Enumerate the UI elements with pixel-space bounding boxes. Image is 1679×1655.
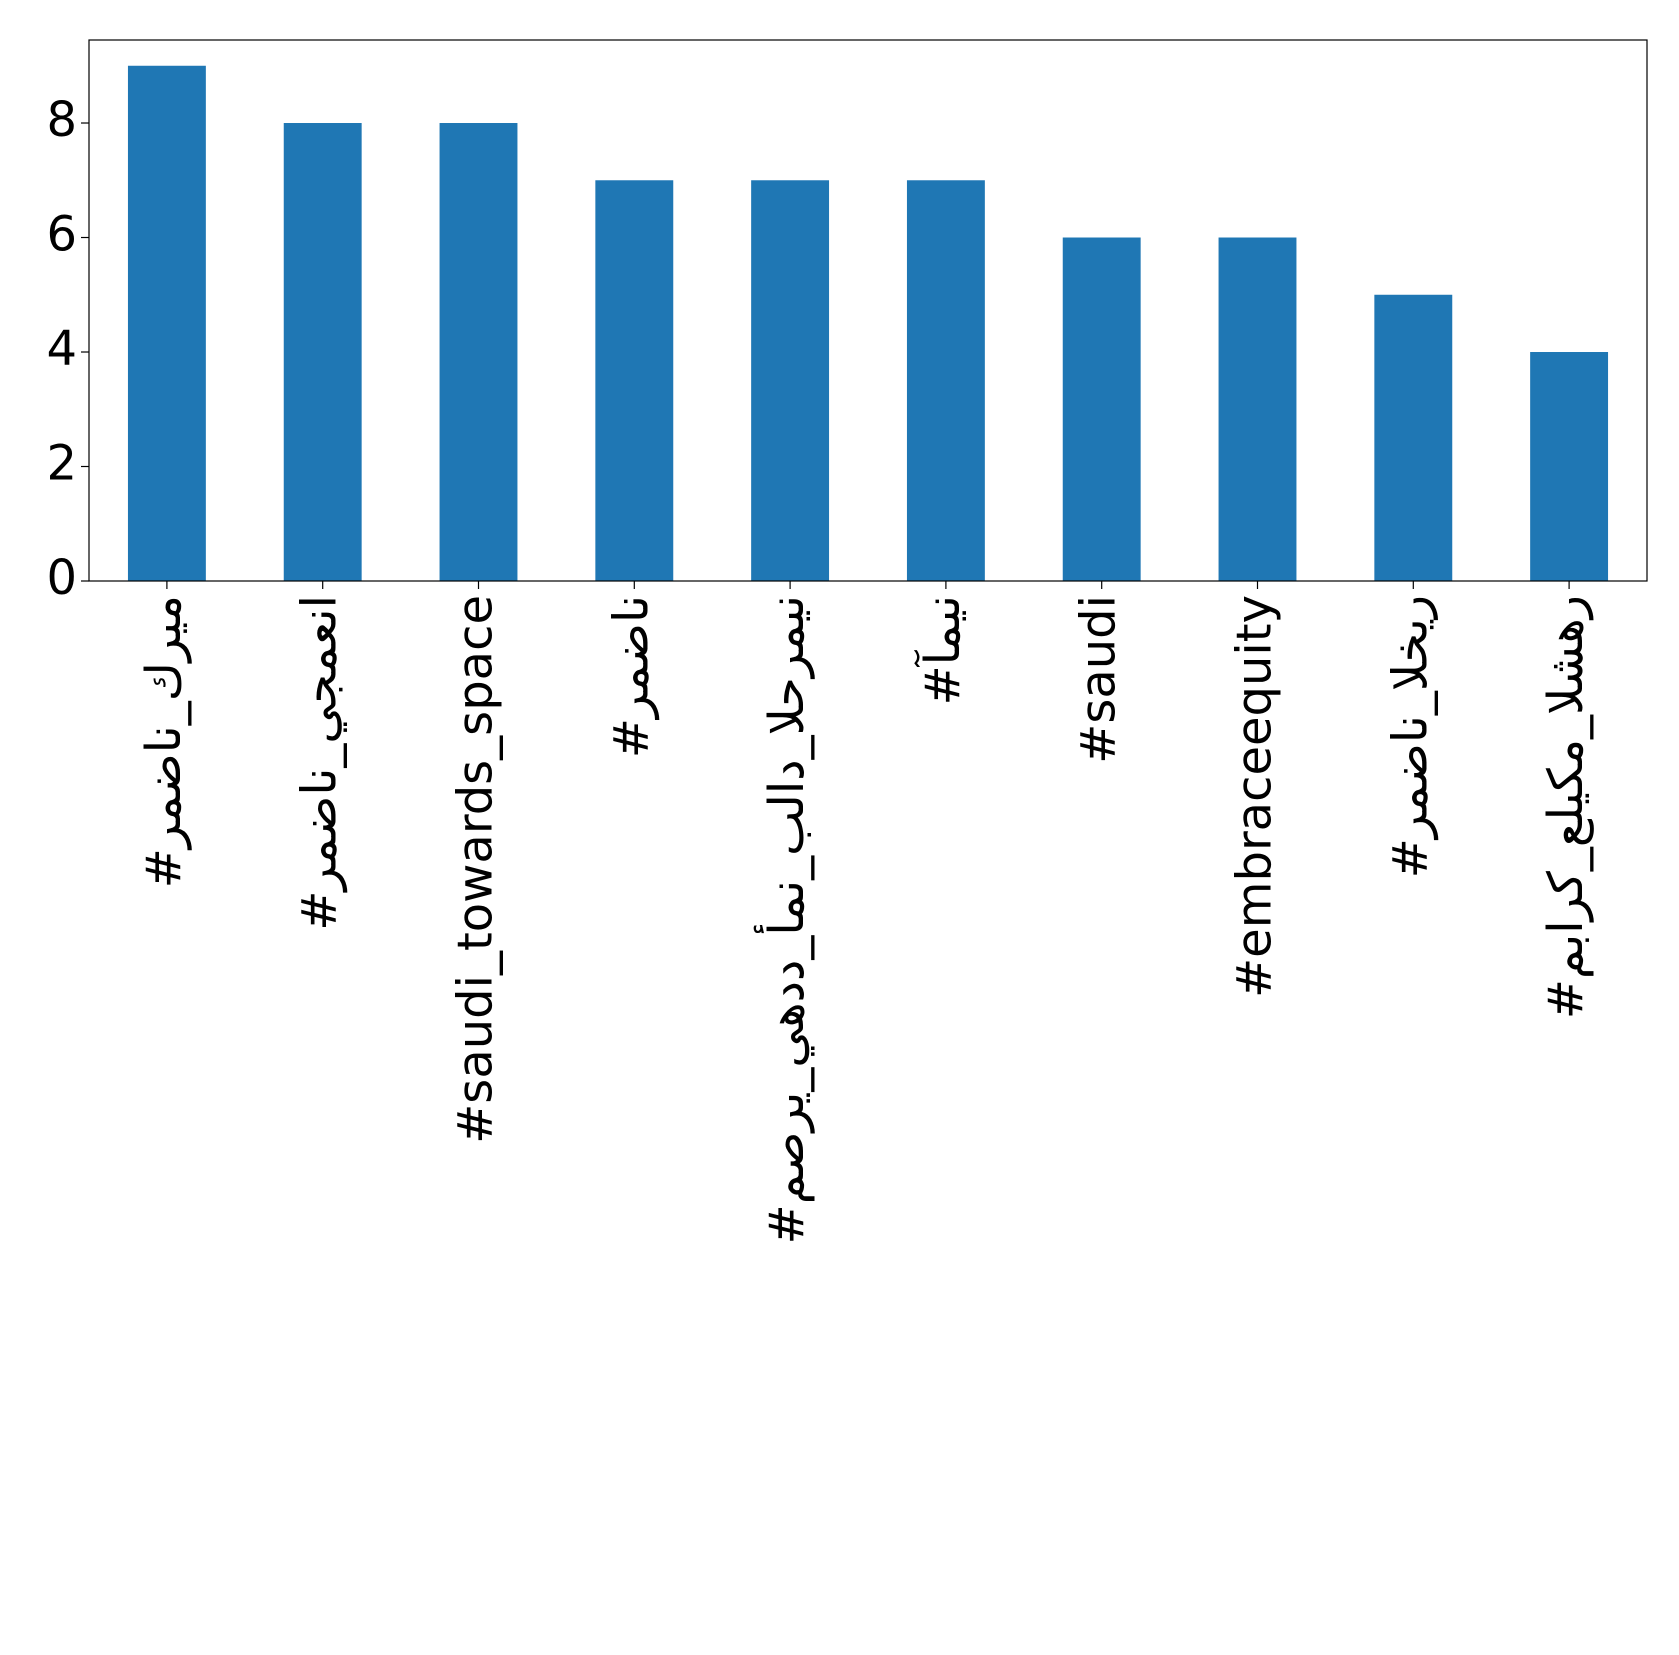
bar [1374, 294, 1453, 581]
bar [751, 180, 830, 581]
x-tick-label: #saudi [1071, 595, 1127, 764]
x-tick-label: #رمضان_يجمعنا [292, 595, 348, 931]
y-tick-label: 8 [46, 92, 77, 148]
y-tick-label: 4 [46, 321, 77, 377]
y-tick-label: 6 [46, 207, 77, 263]
x-tick-label: #مبارك_عليكم_الشهر [1538, 595, 1594, 1019]
bar [127, 65, 206, 581]
y-tick-label: 2 [46, 436, 77, 492]
bar [595, 180, 674, 581]
x-tick-label: #رمضان_الخير [1382, 595, 1438, 878]
x-tick-label: #saudi_towards_space [448, 595, 504, 1144]
bar [283, 123, 362, 581]
y-tick-label: 0 [46, 550, 77, 606]
x-tick-label: #مصري_يهدد_أمن_بلاد_الحرمين [753, 595, 815, 1244]
x-tick-label: #رمضان_كريم [136, 595, 192, 888]
bar [1530, 352, 1609, 581]
bar [1062, 237, 1141, 581]
bar [906, 180, 985, 581]
plot-frame [88, 39, 1648, 582]
bar [1218, 237, 1297, 581]
x-tick-label: #آمين [913, 595, 971, 705]
x-tick-label: #رمضان [603, 595, 659, 758]
x-tick-label: #embraceequity [1227, 595, 1283, 998]
bar [439, 123, 518, 581]
